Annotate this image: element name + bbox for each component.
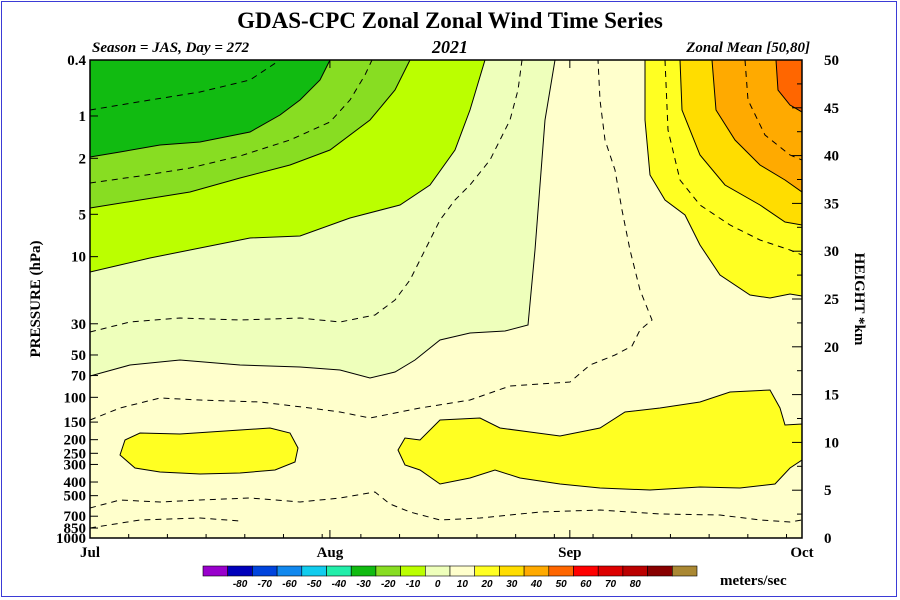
pressure-tick-label: 1000 [56, 531, 86, 547]
height-tick-label: 0 [824, 531, 832, 547]
legend-swatch [548, 565, 574, 577]
legend-swatch [424, 565, 451, 577]
chart-title: GDAS-CPC Zonal Zonal Wind Time Series [237, 8, 663, 33]
legend-swatch [326, 565, 352, 577]
contour-35-upper [744, 60, 802, 161]
month-tick-label: Jul [80, 545, 100, 561]
pressure-tick-label: 100 [64, 390, 87, 406]
height-tick-label: 40 [824, 149, 839, 165]
height-tick-label: 20 [824, 340, 839, 356]
legend-swatch [276, 565, 303, 577]
legend-value-label: -10 [406, 579, 421, 590]
subtitle-left: Season = JAS, Day = 272 [92, 40, 250, 56]
legend-swatch [597, 565, 624, 577]
legend-swatch [573, 565, 599, 577]
pressure-tick-label: 200 [64, 433, 87, 449]
legend-value-label: 80 [630, 579, 642, 590]
fill-band-10-20-jet-right [397, 389, 802, 491]
pressure-tick-label: 10 [71, 250, 86, 266]
legend-value-label: 20 [480, 579, 493, 590]
legend-value-label: 70 [605, 579, 617, 590]
fill-band-10-20-jet-left [119, 427, 299, 475]
legend-value-label: -70 [258, 579, 273, 590]
contour-neg15 [90, 60, 523, 333]
y-axis-label: PRESSURE (hPa) [28, 240, 44, 357]
pressure-tick-label: 500 [64, 489, 87, 505]
legend-swatch [350, 565, 377, 577]
height-tick-label: 15 [824, 388, 839, 404]
height-tick-label: 25 [824, 292, 839, 308]
contour-neg25 [90, 60, 373, 184]
legend-value-label: -40 [332, 579, 347, 590]
legend-swatch [375, 565, 401, 577]
legend-value-label: 40 [530, 579, 543, 590]
contour-5-low [90, 60, 653, 421]
contour-5-surface [90, 491, 802, 523]
contour-neg5-bottom [90, 517, 241, 529]
legend-value-label: -80 [233, 579, 248, 590]
legend-value-label: 0 [435, 579, 441, 590]
legend-value-label: -50 [307, 579, 322, 590]
legend-value-label: 60 [580, 579, 592, 590]
pressure-tick-label: 250 [64, 446, 87, 462]
pressure-tick-label: 0.4 [67, 53, 86, 69]
legend-swatch [647, 565, 673, 577]
bottom-axis: Jul Aug Sep Oct [80, 60, 814, 561]
pressure-tick-label: 5 [79, 207, 87, 223]
pressure-tick-label: 400 [64, 475, 87, 491]
pressure-tick-label: 1 [79, 109, 87, 125]
fill-band-40-50-upper [775, 60, 802, 113]
pressure-tick-label: 850 [64, 521, 87, 537]
legend-value-label: 30 [506, 579, 518, 590]
legend-swatch [400, 565, 426, 577]
legend-swatch [301, 565, 327, 577]
pressure-tick-label: 30 [71, 317, 86, 333]
month-tick-label: Sep [558, 545, 581, 561]
height-tick-label: 30 [824, 244, 839, 260]
pressure-tick-label: 70 [71, 369, 86, 385]
height-tick-label: 35 [824, 196, 839, 212]
fill-band-30-40-upper [711, 60, 802, 193]
subtitle-year: 2021 [431, 37, 468, 57]
legend-swatch [449, 565, 476, 577]
pressure-tick-label: 50 [71, 348, 86, 364]
height-tick-label: 45 [824, 101, 839, 117]
height-tick-label: 50 [824, 53, 839, 69]
pressure-tick-label: 700 [64, 509, 87, 525]
pressure-tick-label: 150 [64, 415, 87, 431]
height-tick-label: 5 [824, 483, 832, 499]
legend-value-label: 50 [556, 579, 568, 590]
height-tick-label: 10 [824, 435, 839, 451]
legend-swatch [622, 565, 648, 577]
legend-swatch [252, 565, 278, 577]
subtitle-right: Zonal Mean [50,80] [685, 40, 810, 56]
contour-15-upper [664, 60, 802, 256]
legend-swatch [671, 565, 698, 577]
legend-value-label: 10 [457, 579, 469, 590]
legend-swatch [474, 565, 500, 577]
month-tick-label: Aug [317, 545, 344, 561]
contour-neg35 [90, 60, 281, 111]
pressure-tick-label: 300 [64, 457, 87, 473]
right-axis: 0 5 10 15 20 25 30 35 40 45 50 [792, 53, 839, 547]
fill-band-neg30-neg40 [90, 60, 331, 158]
color-legend: -80 -70 -60 -50 -40 -30 -20 -10 0 10 20 30 40 50 60 70 8… [202, 565, 698, 590]
legend-swatch [227, 565, 253, 577]
pressure-tick-label: 2 [79, 151, 87, 167]
legend-value-label: -20 [381, 579, 396, 590]
legend-value-label: -60 [282, 579, 297, 590]
legend-swatch [202, 565, 229, 577]
plot-area [90, 60, 802, 538]
dashed-contours [90, 60, 802, 529]
legend-units: meters/sec [720, 573, 787, 589]
legend-value-label: -30 [356, 579, 371, 590]
legend-swatch [499, 565, 525, 577]
right-axis-label: HEIGHT *km [851, 253, 867, 346]
month-tick-label: Oct [790, 545, 813, 561]
legend-swatch [523, 565, 550, 577]
